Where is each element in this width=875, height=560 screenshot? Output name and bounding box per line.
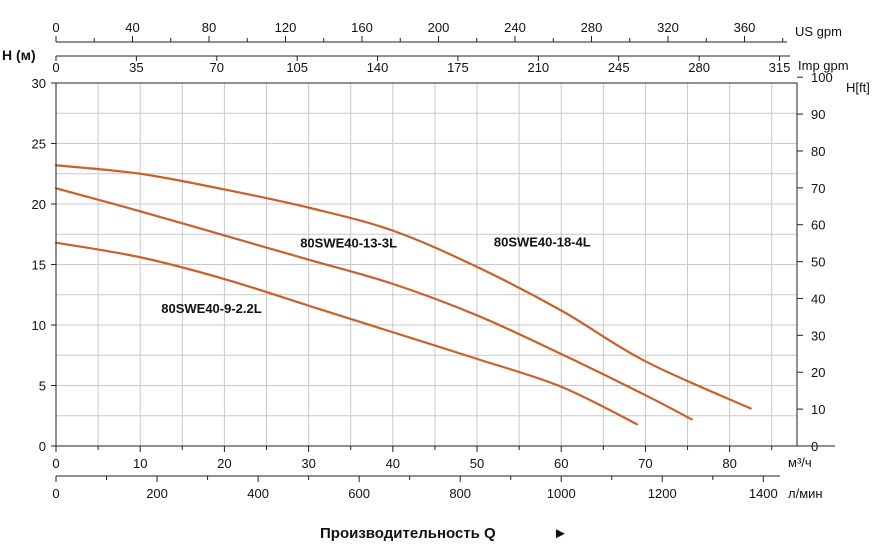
x-tick-label: 10	[133, 456, 147, 471]
us-gpm-tick-label: 360	[734, 20, 756, 35]
bottom-lmin-unit: л/мин	[788, 486, 823, 501]
imp-gpm-tick-label: 35	[129, 60, 143, 75]
right-tick-label: 90	[811, 107, 825, 122]
y-tick-label: 15	[32, 258, 46, 273]
right-tick-label: 70	[811, 181, 825, 196]
right-tick-label: 10	[811, 402, 825, 417]
right-tick-label: 30	[811, 328, 825, 343]
grid	[56, 83, 797, 446]
axes: 0510152025300102030405060708090100010203…	[32, 20, 835, 501]
us-gpm-tick-label: 40	[125, 20, 139, 35]
x-tick-label: 0	[52, 456, 59, 471]
us-gpm-tick-label: 0	[52, 20, 59, 35]
us-gpm-tick-label: 240	[504, 20, 526, 35]
imp-gpm-tick-label: 140	[367, 60, 389, 75]
lmin-tick-label: 400	[247, 486, 269, 501]
y-tick-label: 20	[32, 197, 46, 212]
right-tick-label: 20	[811, 365, 825, 380]
lmin-tick-label: 1200	[648, 486, 677, 501]
y-tick-label: 10	[32, 318, 46, 333]
x-axis-unit: м³/ч	[788, 455, 812, 470]
imp-gpm-tick-label: 105	[286, 60, 308, 75]
right-tick-label: 100	[811, 70, 833, 85]
us-gpm-tick-label: 160	[351, 20, 373, 35]
imp-gpm-tick-label: 280	[688, 60, 710, 75]
us-gpm-tick-label: 120	[275, 20, 297, 35]
top-imp-unit: Imp gpm	[798, 58, 849, 73]
right-axis-unit: H[ft]	[846, 80, 870, 95]
imp-gpm-tick-label: 245	[608, 60, 630, 75]
x-tick-label: 20	[217, 456, 231, 471]
series-line	[54, 187, 693, 421]
right-tick-label: 80	[811, 144, 825, 159]
footer-title: Производительность Q	[320, 525, 496, 542]
x-tick-label: 70	[638, 456, 652, 471]
y-tick-label: 0	[39, 439, 46, 454]
imp-gpm-tick-label: 315	[769, 60, 791, 75]
series-line	[54, 241, 639, 426]
y-tick-label: 30	[32, 76, 46, 91]
footer-arrow-icon: ►	[553, 525, 568, 542]
us-gpm-tick-label: 320	[657, 20, 679, 35]
y-tick-label: 5	[39, 379, 46, 394]
series-line	[54, 164, 752, 410]
series-label: 80SWE40-13-3L	[300, 236, 397, 251]
lmin-tick-label: 1400	[749, 486, 778, 501]
right-tick-label: 40	[811, 291, 825, 306]
us-gpm-tick-label: 280	[581, 20, 603, 35]
y-axis-label: H (м)	[2, 47, 36, 63]
imp-gpm-tick-label: 175	[447, 60, 469, 75]
us-gpm-tick-label: 80	[202, 20, 216, 35]
x-tick-label: 40	[386, 456, 400, 471]
lmin-tick-label: 200	[146, 486, 168, 501]
lmin-tick-label: 600	[348, 486, 370, 501]
lmin-tick-label: 800	[449, 486, 471, 501]
imp-gpm-tick-label: 0	[52, 60, 59, 75]
series-labels: 80SWE40-18-4L 80SWE40-13-3L 80SWE40-9-2.2L	[161, 234, 590, 316]
imp-gpm-tick-label: 210	[527, 60, 549, 75]
x-tick-label: 30	[301, 456, 315, 471]
us-gpm-tick-label: 200	[428, 20, 450, 35]
right-tick-label: 60	[811, 218, 825, 233]
series-label: 80SWE40-18-4L	[494, 234, 591, 249]
x-tick-label: 80	[722, 456, 736, 471]
y-tick-label: 25	[32, 137, 46, 152]
lmin-tick-label: 1000	[547, 486, 576, 501]
series-label: 80SWE40-9-2.2L	[161, 301, 261, 316]
lmin-tick-label: 0	[52, 486, 59, 501]
imp-gpm-tick-label: 70	[210, 60, 224, 75]
right-tick-label: 50	[811, 255, 825, 270]
top-us-unit: US gpm	[795, 24, 842, 39]
x-tick-label: 60	[554, 456, 568, 471]
x-tick-label: 50	[470, 456, 484, 471]
pump-curves	[54, 164, 752, 426]
